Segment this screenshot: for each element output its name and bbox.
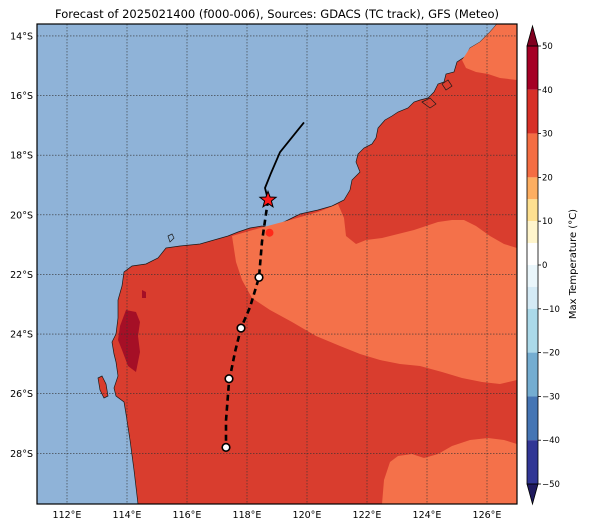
- lat-tick-label: 28°S: [10, 449, 33, 460]
- land-temp-40-50-small: [142, 290, 146, 298]
- colorbar-segment: [527, 352, 538, 397]
- colorbar-tick-label: −40: [542, 436, 560, 446]
- map-axis-labels: 112°E 114°E 116°E 118°E 120°E 122°E 124°E 126°E…: [10, 31, 501, 521]
- lon-tick-label: 120°E: [293, 510, 322, 521]
- colorbar-segment: [527, 177, 538, 200]
- lat-tick-label: 20°S: [10, 210, 33, 221]
- lon-tick-label: 124°E: [413, 510, 442, 521]
- colorbar-extend-min: [526, 483, 539, 506]
- colorbar-tick-label: −30: [542, 392, 560, 402]
- colorbar-tick-label: −20: [542, 349, 560, 359]
- cyclone-track: [221, 121, 305, 452]
- map-gridlines: [37, 24, 517, 504]
- colorbar-tick-label: 20: [542, 173, 553, 183]
- colorbar-segment: [527, 221, 538, 244]
- map-frame: [36, 23, 518, 505]
- colorbar-tick-label: 10: [542, 217, 553, 227]
- lon-tick-label: 126°E: [473, 510, 502, 521]
- lon-tick-label: 116°E: [173, 510, 202, 521]
- forecast-point: [254, 272, 264, 283]
- colorbar-extend-max: [526, 24, 539, 47]
- land-temp-20-30-interior: [232, 204, 517, 384]
- colorbar-segment: [527, 396, 538, 441]
- past-track-line: [264, 121, 305, 201]
- lon-tick-label: 122°E: [353, 510, 382, 521]
- lat-tick-label: 16°S: [10, 91, 33, 102]
- forecast-point: [221, 442, 231, 452]
- island: [421, 97, 437, 109]
- current-position-star: [258, 189, 278, 208]
- lat-tick-label: 24°S: [10, 330, 33, 341]
- land-temp-20-30-north: [462, 24, 517, 80]
- colorbar-tick-label: 30: [542, 130, 553, 140]
- land-temp-40-50: [118, 310, 140, 372]
- colorbar-segment: [527, 440, 538, 484]
- island: [97, 375, 109, 399]
- colorbar-tick-label: 40: [542, 86, 553, 96]
- colorbar: 50 40 30 20 10 0 −10 −20 −30 −40 −50: [526, 24, 560, 506]
- map-area: [37, 24, 517, 504]
- land-temp-20-30-south: [382, 438, 517, 504]
- colorbar-segment: [527, 286, 538, 309]
- colorbar-segment: [527, 265, 538, 287]
- lat-tick-label: 26°S: [10, 389, 33, 400]
- colorbar-segment: [527, 133, 538, 178]
- lon-tick-label: 112°E: [53, 510, 82, 521]
- colorbar-segment: [527, 199, 538, 222]
- colorbar-label: Max Temperature (°C): [568, 209, 579, 319]
- figure-title: Forecast of 2025021400 (f000-006), Sourc…: [55, 7, 499, 21]
- next-position-marker: [265, 228, 274, 237]
- lat-tick-label: 14°S: [10, 31, 33, 42]
- colorbar-segment: [527, 308, 538, 353]
- forecast-point: [224, 374, 234, 384]
- colorbar-segment: [527, 243, 538, 265]
- lat-tick-label: 22°S: [10, 270, 33, 281]
- colorbar-tick-label: 0: [542, 261, 547, 271]
- lat-tick-label: 18°S: [10, 151, 33, 162]
- forecast-point: [236, 323, 246, 333]
- colorbar-tick-label: −10: [542, 305, 560, 315]
- colorbar-segment: [527, 46, 538, 90]
- island: [441, 79, 453, 91]
- colorbar-segment: [527, 89, 538, 134]
- colorbar-tick-label: −50: [542, 480, 560, 490]
- lon-tick-label: 118°E: [233, 510, 262, 521]
- lon-tick-label: 114°E: [113, 510, 142, 521]
- island: [167, 233, 175, 243]
- colorbar-tick-label: 50: [542, 42, 553, 52]
